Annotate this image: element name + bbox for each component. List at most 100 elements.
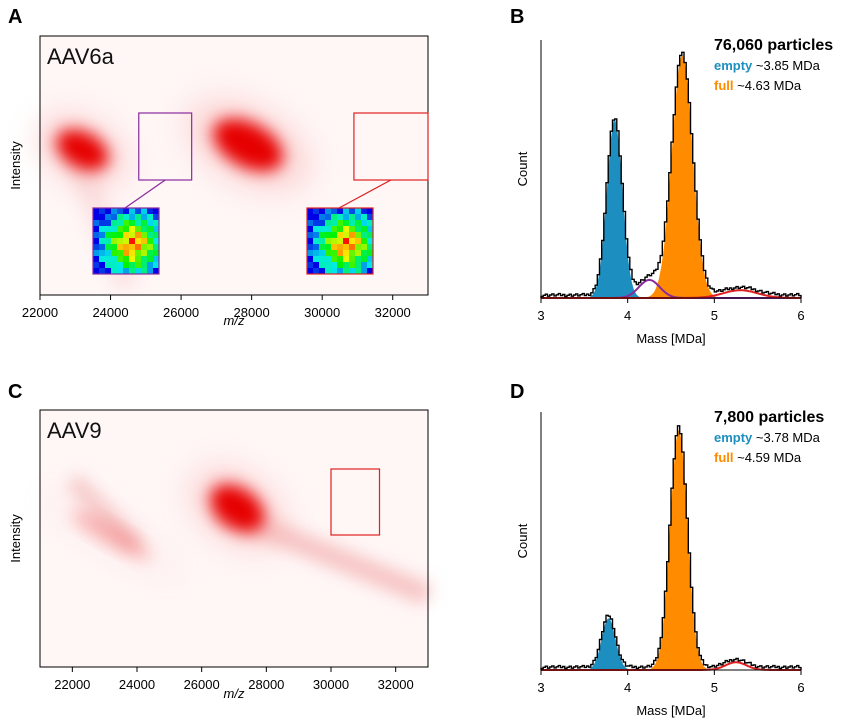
- y-axis-label: Count: [515, 523, 530, 558]
- inset-map-cell: [349, 262, 355, 268]
- inset-map-cell: [319, 220, 325, 226]
- inset-map-cell: [129, 226, 135, 232]
- inset-map-cell: [99, 268, 105, 274]
- inset-map-cell: [325, 268, 331, 274]
- inset-map-cell: [123, 256, 129, 262]
- inset-map-cell: [337, 226, 343, 232]
- inset-map-cell: [307, 250, 313, 256]
- inset-map-cell: [141, 214, 147, 220]
- inset-map-cell: [361, 214, 367, 220]
- fit-area-full: [541, 55, 801, 298]
- inset-map-cell: [343, 232, 349, 238]
- inset-map-cell: [349, 250, 355, 256]
- inset-map-cell: [105, 214, 111, 220]
- inset-map-cell: [111, 238, 117, 244]
- inset-map-cell: [349, 208, 355, 214]
- inset-map-cell: [135, 238, 141, 244]
- inset-map-cell: [367, 214, 373, 220]
- inset-map-cell: [337, 238, 343, 244]
- heatmap-spot: [71, 510, 151, 560]
- x-tick-label: 30000: [313, 677, 349, 692]
- inset-map-cell: [367, 250, 373, 256]
- inset-map-cell: [307, 220, 313, 226]
- inset-map-cell: [337, 256, 343, 262]
- inset-map-cell: [319, 250, 325, 256]
- inset-map-cell: [93, 268, 99, 274]
- y-axis-label: Intensity: [8, 514, 23, 563]
- inset-map-cell: [361, 244, 367, 250]
- panel-letter-c: C: [8, 381, 23, 403]
- inset-map-cell: [331, 232, 337, 238]
- inset-map-cell: [325, 232, 331, 238]
- inset-connector: [124, 179, 166, 209]
- inset-map-cell: [123, 226, 129, 232]
- inset-map-cell: [331, 220, 337, 226]
- inset-map-cell: [331, 208, 337, 214]
- inset-map-cell: [111, 256, 117, 262]
- inset-map-cell: [105, 226, 111, 232]
- inset-map-cell: [349, 220, 355, 226]
- inset-map-cell: [343, 208, 349, 214]
- inset-map-cell: [331, 238, 337, 244]
- inset-map-cell: [105, 268, 111, 274]
- inset-map-cell: [331, 268, 337, 274]
- inset-map-cell: [93, 232, 99, 238]
- inset-map-cell: [123, 232, 129, 238]
- inset-map-cell: [117, 244, 123, 250]
- inset-map-cell: [307, 232, 313, 238]
- inset-map-cell: [99, 226, 105, 232]
- inset-map-cell: [123, 244, 129, 250]
- panel-letter-d: D: [510, 381, 525, 403]
- inset-map-cell: [153, 256, 159, 262]
- inset-map-cell: [153, 232, 159, 238]
- inset-map-cell: [141, 244, 147, 250]
- legend-value: ~3.78 MDa: [752, 430, 820, 445]
- inset-map-cell: [319, 214, 325, 220]
- x-tick-label: 26000: [163, 305, 199, 320]
- inset-map-cell: [313, 232, 319, 238]
- inset-map-cell: [367, 268, 373, 274]
- inset-map-cell: [319, 238, 325, 244]
- inset-map-cell: [307, 256, 313, 262]
- sample-label: AAV9: [47, 418, 102, 443]
- x-tick-label: 3: [537, 680, 544, 695]
- inset-map-cell: [141, 238, 147, 244]
- inset-connector: [338, 179, 392, 209]
- inset-map-cell: [141, 268, 147, 274]
- inset-map-cell: [355, 226, 361, 232]
- inset-map-cell: [123, 214, 129, 220]
- inset-map-cell: [337, 250, 343, 256]
- inset-map-cell: [129, 238, 135, 244]
- inset-map-cell: [355, 250, 361, 256]
- inset-map-cell: [135, 256, 141, 262]
- inset-map-cell: [361, 268, 367, 274]
- inset-map-cell: [117, 238, 123, 244]
- x-tick-label: 32000: [378, 677, 414, 692]
- inset-map-cell: [129, 214, 135, 220]
- y-axis-label: Intensity: [8, 141, 23, 190]
- inset-map-cell: [105, 220, 111, 226]
- inset-map-cell: [99, 244, 105, 250]
- heatmap-spot: [210, 484, 265, 532]
- legend-entry-full: full ~4.59 MDa: [714, 450, 802, 465]
- inset-map-cell: [135, 244, 141, 250]
- inset-map-cell: [153, 208, 159, 214]
- inset-map-cell: [111, 208, 117, 214]
- inset-map-cell: [99, 262, 105, 268]
- inset-map-cell: [349, 238, 355, 244]
- x-axis-label: m/z: [224, 313, 245, 328]
- x-tick-label: 28000: [234, 305, 270, 320]
- inset-map-cell: [153, 238, 159, 244]
- inset-map-cell: [99, 214, 105, 220]
- inset-map-cell: [141, 220, 147, 226]
- inset-map-cell: [325, 250, 331, 256]
- inset-map-cell: [313, 256, 319, 262]
- inset-map-cell: [141, 226, 147, 232]
- inset-map-cell: [105, 262, 111, 268]
- inset-map-cell: [111, 232, 117, 238]
- inset-map-cell: [355, 220, 361, 226]
- inset-map-cell: [129, 220, 135, 226]
- inset-map-cell: [93, 262, 99, 268]
- inset-map-cell: [117, 226, 123, 232]
- legend-entry-empty: empty ~3.85 MDa: [714, 58, 821, 73]
